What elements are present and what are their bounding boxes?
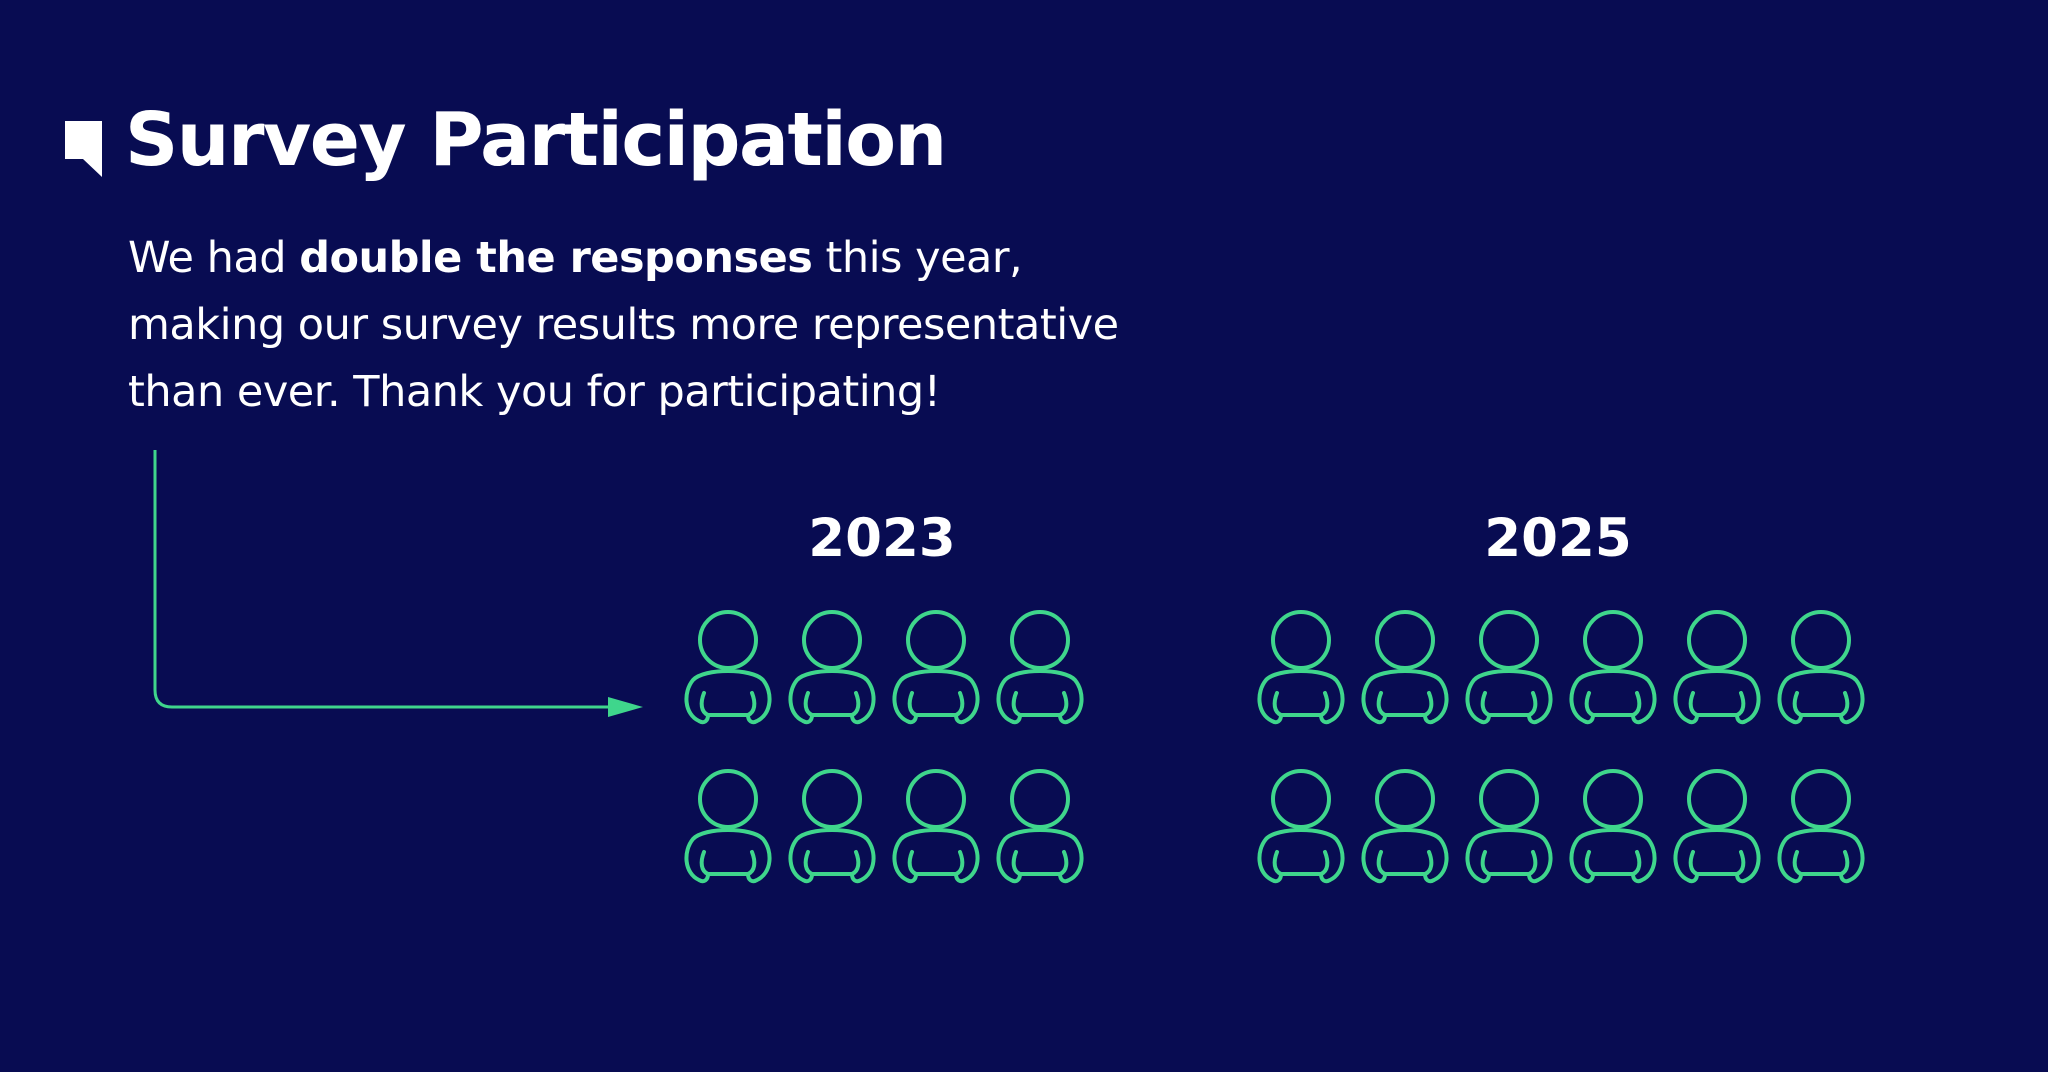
person-icon xyxy=(1465,610,1553,725)
person-icon-arms xyxy=(907,691,965,717)
person-icon-body xyxy=(684,828,772,884)
person-icon-head xyxy=(802,769,862,829)
person-icon-body xyxy=(1569,828,1657,884)
person-icon-arms xyxy=(803,850,861,876)
person-icon xyxy=(1673,610,1761,725)
person-icon-arms xyxy=(1792,691,1850,717)
person-icon-arms xyxy=(1688,691,1746,717)
participation-group-2023 xyxy=(684,610,1084,884)
person-icon-head xyxy=(698,610,758,670)
intro-line-3: than ever. Thank you for participating! xyxy=(128,367,941,417)
person-icon xyxy=(1777,610,1865,725)
person-icon xyxy=(1361,610,1449,725)
person-icon-arms xyxy=(1792,850,1850,876)
person-icon-body xyxy=(788,669,876,725)
person-icon-body xyxy=(1257,669,1345,725)
person-icon-body xyxy=(892,669,980,725)
person-icon-arms xyxy=(1272,850,1330,876)
folded-corner-logo-icon xyxy=(65,121,102,177)
intro-line-1: We had double the responses this year, xyxy=(128,225,1348,292)
person-icon-head xyxy=(1583,769,1643,829)
participation-group-2025 xyxy=(1257,610,1865,884)
category-label-2025: 2025 xyxy=(1484,508,1632,569)
person-icon xyxy=(996,769,1084,884)
person-icon-body xyxy=(1361,828,1449,884)
person-icon-body xyxy=(1465,828,1553,884)
person-icon-head xyxy=(1583,610,1643,670)
person-icon xyxy=(788,769,876,884)
person-icon xyxy=(1777,769,1865,884)
person-icon-head xyxy=(698,769,758,829)
person-icon xyxy=(996,610,1084,725)
person-icon-head xyxy=(1375,769,1435,829)
person-icon xyxy=(1257,769,1345,884)
person-icon-arms xyxy=(699,691,757,717)
person-icon-arms xyxy=(699,850,757,876)
person-icon-head xyxy=(1479,610,1539,670)
person-icon xyxy=(1569,610,1657,725)
person-icon-body xyxy=(996,669,1084,725)
person-icon-body xyxy=(1361,669,1449,725)
person-icon-body xyxy=(1673,669,1761,725)
person-icon-head xyxy=(1375,610,1435,670)
intro-text: We had double the responses this year, m… xyxy=(128,225,1348,426)
person-icon-body xyxy=(788,828,876,884)
person-icon-arms xyxy=(1376,850,1434,876)
arrow-line xyxy=(153,450,615,709)
person-icon-arms xyxy=(803,691,861,717)
person-icon-head xyxy=(802,610,862,670)
person-icon-head xyxy=(1791,769,1851,829)
person-icon-head xyxy=(1687,769,1747,829)
person-icon-body xyxy=(1777,669,1865,725)
person-icon-body xyxy=(892,828,980,884)
arrow-head xyxy=(608,697,643,717)
intro-line-1-emphasis: double the responses xyxy=(299,233,813,283)
person-icon-head xyxy=(1791,610,1851,670)
intro-line-1-prefix: We had xyxy=(128,233,300,283)
person-icon-arms xyxy=(1688,850,1746,876)
category-label-2023: 2023 xyxy=(808,508,956,569)
person-icon-head xyxy=(1271,769,1331,829)
person-icon-arms xyxy=(1480,691,1538,717)
person-icon xyxy=(1673,769,1761,884)
person-icon xyxy=(1465,769,1553,884)
intro-line-1-suffix: this year, xyxy=(812,233,1023,283)
person-icon-head xyxy=(1687,610,1747,670)
person-icon xyxy=(892,610,980,725)
person-icon xyxy=(684,610,772,725)
person-icon-body xyxy=(1569,669,1657,725)
person-icon-head xyxy=(906,769,966,829)
person-icon-arms xyxy=(907,850,965,876)
person-icon-arms xyxy=(1376,691,1434,717)
person-icon-body xyxy=(1465,669,1553,725)
person-icon-arms xyxy=(1584,850,1642,876)
person-icon-arms xyxy=(1011,691,1069,717)
person-icon xyxy=(1361,769,1449,884)
intro-line-2: making our survey results more represent… xyxy=(128,300,1119,350)
person-icon-body xyxy=(1257,828,1345,884)
page-title: Survey Participation xyxy=(125,97,947,183)
person-icon xyxy=(1569,769,1657,884)
person-icon-head xyxy=(1010,769,1070,829)
person-icon-body xyxy=(684,669,772,725)
person-icon-head xyxy=(1010,610,1070,670)
person-icon-arms xyxy=(1584,691,1642,717)
person-icon-head xyxy=(1479,769,1539,829)
person-icon-body xyxy=(1777,828,1865,884)
person-icon-arms xyxy=(1272,691,1330,717)
person-icon xyxy=(892,769,980,884)
person-icon-head xyxy=(906,610,966,670)
arrow-icon xyxy=(153,450,643,717)
person-icon-arms xyxy=(1011,850,1069,876)
person-icon xyxy=(1257,610,1345,725)
person-icon-body xyxy=(996,828,1084,884)
person-icon-arms xyxy=(1480,850,1538,876)
person-icon xyxy=(684,769,772,884)
person-icon-body xyxy=(1673,828,1761,884)
person-icon xyxy=(788,610,876,725)
person-icon-head xyxy=(1271,610,1331,670)
